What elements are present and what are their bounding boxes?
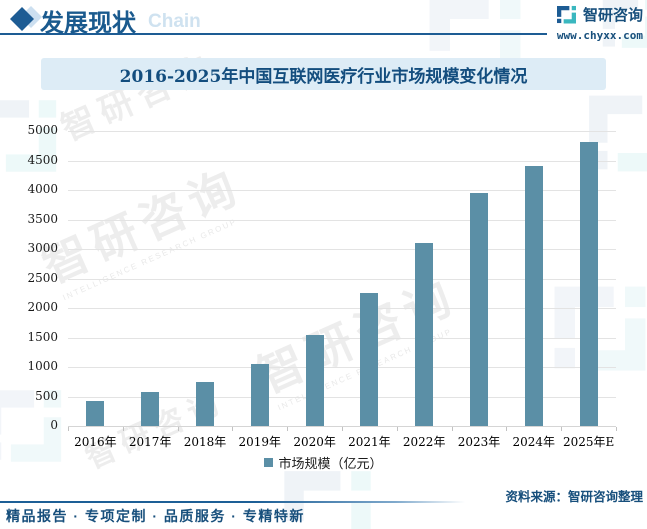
x-axis-label: 2025年E: [562, 435, 615, 449]
x-axis-label: 2022年: [402, 435, 446, 449]
gridline: [68, 131, 616, 132]
bar: [470, 192, 488, 426]
gridline: [68, 308, 616, 309]
x-axis-label: 2024年: [512, 435, 556, 449]
y-axis-label: 3500: [27, 211, 58, 226]
source-note: 资料来源：智研咨询整理: [505, 489, 643, 504]
bar: [141, 392, 160, 426]
gridline: [68, 396, 616, 398]
header-divider: [0, 33, 547, 35]
y-axis-label: 1500: [27, 329, 58, 344]
x-axis-tick: [616, 427, 617, 431]
gridline: [68, 278, 616, 280]
x-axis-label: 2020年: [293, 435, 336, 449]
legend-swatch: [264, 458, 274, 467]
page-title: 发展现状: [40, 8, 136, 37]
bar: [86, 400, 105, 426]
y-axis-label: 0: [50, 418, 58, 432]
x-axis-label: 2016年: [74, 435, 117, 449]
x-axis-tick: [506, 427, 508, 431]
bar: [415, 243, 434, 426]
chart-title-band: 2016-2025年中国互联网医疗行业市场规模变化情况: [41, 58, 606, 90]
y-axis-label: 5000: [27, 123, 58, 137]
x-axis-label: 2018年: [183, 435, 227, 449]
x-axis-tick: [396, 427, 398, 431]
chart-legend: 市场规模（亿元）: [0, 453, 647, 472]
bar: [305, 334, 324, 426]
x-axis-tick: [561, 427, 563, 431]
gridline: [68, 367, 616, 368]
x-axis-tick: [122, 427, 124, 431]
y-axis-label: 500: [35, 388, 58, 403]
brand-name: 智研咨询: [582, 6, 643, 24]
gridline: [68, 160, 616, 162]
brand-url[interactable]: www.chyxx.com: [556, 29, 643, 42]
header: Chain 发展现状 智研咨询 www.chyxx.com: [0, 0, 647, 46]
legend-label: 市场规模（亿元）: [278, 457, 383, 472]
x-axis-tick: [177, 427, 179, 431]
gridline: [68, 426, 616, 427]
chart-title: 2016-2025年中国互联网医疗行业市场规模变化情况: [119, 66, 528, 87]
y-axis-label: 1000: [27, 359, 58, 373]
x-axis-label: 2017年: [128, 435, 172, 449]
y-axis-label: 3000: [27, 241, 58, 255]
bar: [579, 142, 598, 426]
gridline: [68, 219, 616, 221]
gridline: [68, 337, 616, 339]
bar: [524, 166, 543, 426]
gridline: [68, 249, 616, 250]
footer-divider: [0, 501, 465, 503]
bar: [250, 364, 269, 426]
x-axis-label: 2021年: [348, 435, 391, 449]
x-axis-tick: [342, 427, 343, 431]
gridline: [68, 190, 616, 191]
y-axis-label: 4500: [27, 152, 58, 167]
x-axis-label: 2023年: [457, 435, 501, 449]
brand-logo-icon: [556, 5, 576, 24]
diamond-icon: [10, 6, 42, 31]
x-axis-tick: [451, 427, 453, 431]
brand-block: 智研咨询 www.chyxx.com: [556, 4, 643, 42]
x-axis-label: 2019年: [238, 435, 282, 449]
footer-tagline: 精品报告 · 专项定制 · 品质服务 · 专精特新: [6, 508, 305, 524]
header-background-text: Chain: [148, 11, 201, 32]
y-axis-label: 4000: [27, 182, 58, 196]
bar: [360, 293, 379, 426]
y-axis-label: 2500: [27, 270, 58, 285]
x-axis-tick: [232, 427, 234, 431]
bar: [196, 382, 214, 426]
y-axis-label: 2000: [27, 300, 58, 314]
x-axis-tick: [287, 427, 289, 431]
x-axis-tick: [68, 427, 69, 431]
